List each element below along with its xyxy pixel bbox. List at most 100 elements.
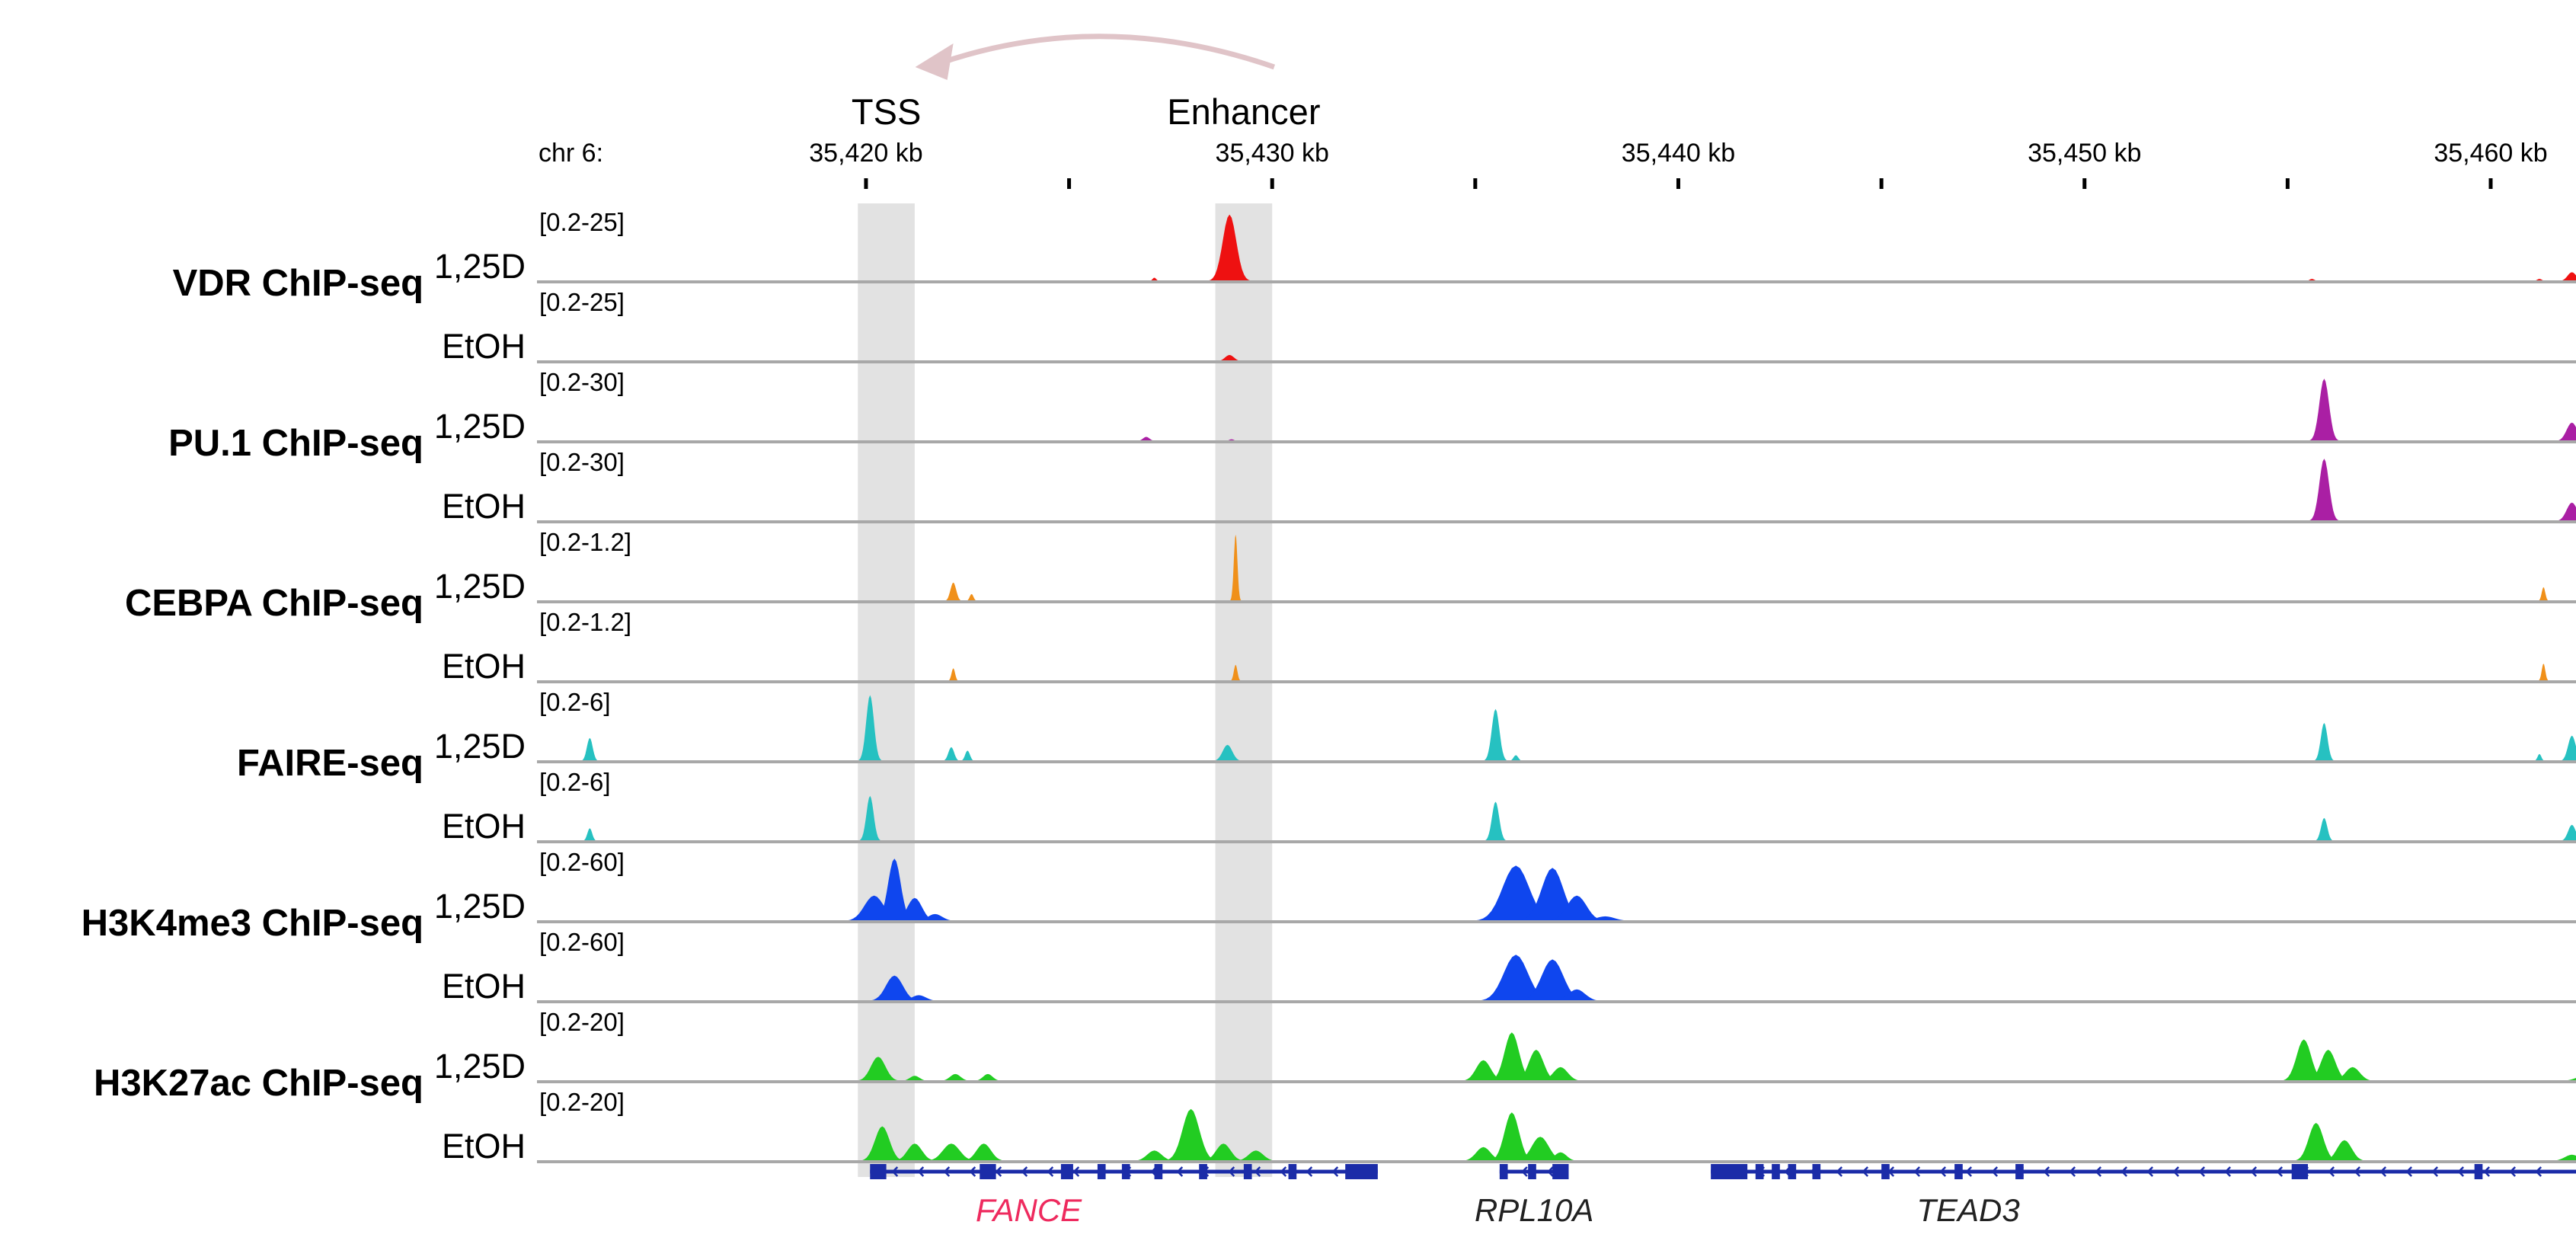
exon xyxy=(1755,1164,1764,1179)
signal-peak xyxy=(1507,755,1525,761)
signal-peak xyxy=(1159,1108,1222,1161)
strand-arrow xyxy=(2379,1166,2387,1177)
exon xyxy=(2291,1164,2309,1179)
signal-peak xyxy=(2317,1140,2372,1161)
signal-peak xyxy=(887,1143,942,1161)
signal-peak xyxy=(2325,1067,2379,1081)
condition-label-etoh: EtOH xyxy=(442,647,526,686)
signal-peak xyxy=(2545,1154,2576,1161)
strand-arrow xyxy=(2535,1166,2542,1177)
highlight-label-tss: TSS xyxy=(852,91,921,132)
highlight-layer: TSS Enhancer xyxy=(852,91,1320,1177)
signal-peak xyxy=(1533,1067,1587,1081)
strand-arrow xyxy=(2224,1166,2232,1177)
signal-peak xyxy=(1210,744,1245,761)
strand-arrow xyxy=(2509,1166,2517,1177)
signal-peak xyxy=(1127,1150,1181,1161)
signal-peak xyxy=(2277,1039,2331,1081)
signal-peak xyxy=(1481,708,1510,761)
condition-label-etoh: EtOH xyxy=(442,1127,526,1166)
data-range-label: [0.2-60] xyxy=(539,848,625,876)
signal-peak xyxy=(1133,437,1159,441)
signal-peak xyxy=(2530,279,2549,281)
signal-peak xyxy=(1147,277,1162,281)
strand-arrow xyxy=(2354,1166,2361,1177)
gene-label-rpl10a: RPL10A xyxy=(1475,1192,1593,1228)
strand-arrow xyxy=(2172,1166,2180,1177)
signal-peak xyxy=(2303,279,2322,281)
strand-arrow xyxy=(2457,1166,2465,1177)
gene-annotation-track: FANCE RPL10A TEAD3 xyxy=(870,1164,2576,1228)
strand-arrow xyxy=(2043,1166,2050,1177)
signal-peak xyxy=(1509,1050,1563,1081)
strand-arrow xyxy=(1965,1166,1973,1177)
genome-axis: chr 6: 35,420 kb 35,430 kb 35,440 kb 35,450 … xyxy=(539,139,2548,189)
signal-peak xyxy=(2289,1123,2343,1161)
data-range-label: [0.2-25] xyxy=(539,288,625,316)
signal-peak xyxy=(2555,272,2576,281)
condition-label-etoh: EtOH xyxy=(442,807,526,846)
strand-arrow xyxy=(1072,1166,1080,1177)
exon xyxy=(980,1164,996,1179)
signal-peak xyxy=(856,795,884,841)
strand-arrow xyxy=(2121,1166,2128,1177)
signal-peak xyxy=(957,1143,1011,1161)
data-range-label: [0.2-20] xyxy=(539,1088,625,1116)
group-label-faire-seq: FAIRE-seq xyxy=(237,743,423,784)
strand-arrow xyxy=(2483,1166,2491,1177)
exon xyxy=(1243,1164,1252,1179)
signal-peak xyxy=(855,1126,909,1161)
strand-arrow xyxy=(1176,1166,1184,1177)
data-range-label: [0.2-1.2] xyxy=(539,528,631,556)
strand-arrow xyxy=(1280,1166,1287,1177)
strand-arrow xyxy=(2405,1166,2413,1177)
signal-peak xyxy=(855,695,884,761)
arrow-head xyxy=(915,43,954,80)
signal-peak xyxy=(871,859,918,921)
signal-peak xyxy=(1509,1137,1572,1161)
exon xyxy=(1528,1164,1536,1179)
strand-arrow xyxy=(1521,1166,1528,1177)
signal-peak xyxy=(908,913,962,921)
condition-label-etoh: EtOH xyxy=(442,967,526,1006)
group-label-cebpa-chip-seq: CEBPA ChIP-seq xyxy=(125,583,423,624)
exon xyxy=(1199,1164,1207,1179)
exon xyxy=(1772,1164,1780,1179)
signal-peak xyxy=(1456,1060,1510,1081)
group-label-h3k4me3-chip-seq: H3K4me3 ChIP-seq xyxy=(81,903,423,944)
signal-peak xyxy=(851,1057,906,1081)
axis-tick-label: 35,420 kb xyxy=(809,139,922,168)
signal-peak xyxy=(942,582,964,601)
signal-peak xyxy=(892,995,946,1001)
signal-peak xyxy=(2536,664,2551,681)
strand-arrow xyxy=(2276,1166,2284,1177)
exon xyxy=(1097,1164,1106,1179)
strand-arrow xyxy=(891,1166,899,1177)
axis-tick-label: 35,430 kb xyxy=(1216,139,1329,168)
gene-label-tead3: TEAD3 xyxy=(1916,1192,2019,1228)
data-range-label: [0.2-1.2] xyxy=(539,608,631,636)
signal-peak xyxy=(1456,1146,1510,1161)
signal-peak xyxy=(838,895,910,921)
signal-peak xyxy=(896,1076,933,1081)
signal-peak xyxy=(580,828,599,841)
signal-peak xyxy=(887,897,942,921)
signal-peak xyxy=(1229,534,1242,601)
signal-peak xyxy=(1222,439,1241,441)
signal-peak xyxy=(970,1073,1006,1081)
exon xyxy=(1711,1164,1748,1179)
axis-tick-label: 35,450 kb xyxy=(2028,139,2141,168)
exon xyxy=(1552,1164,1569,1179)
exon xyxy=(1788,1164,1797,1179)
data-range-label: [0.2-20] xyxy=(539,1008,625,1036)
signal-peak xyxy=(1485,1112,1539,1161)
gene-label-fance: FANCE xyxy=(976,1192,1082,1228)
signal-peak xyxy=(1512,959,1593,1001)
condition-label-125d: 1,25D xyxy=(434,1047,526,1086)
signal-peak xyxy=(2552,422,2576,441)
data-range-label: [0.2-6] xyxy=(539,768,611,796)
signal-peak xyxy=(1466,865,1565,921)
strand-arrow xyxy=(995,1166,1002,1177)
strand-arrow xyxy=(2431,1166,2439,1177)
